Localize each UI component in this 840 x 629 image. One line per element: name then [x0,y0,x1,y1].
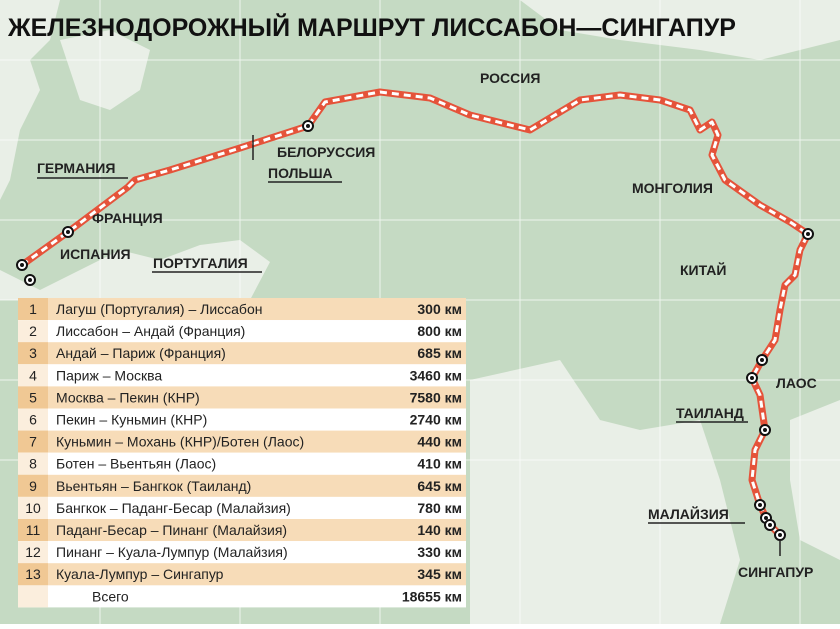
row-bg [18,474,466,497]
row-route: Пинанг – Куала-Лумпур (Малайзия) [56,544,288,560]
leader-lines [37,135,781,556]
country-label: БЕЛОРУССИЯ [277,144,375,160]
num-bg [18,496,48,519]
row-bg [18,452,466,475]
row-bg [18,430,466,453]
row-distance: 330 км [417,544,462,560]
country-label: СИНГАПУР [738,564,813,580]
num-bg [18,585,48,608]
row-route: Андай – Париж (Франция) [56,345,226,361]
num-bg [18,386,48,409]
total-distance: 18655 км [402,588,462,604]
num-bg [18,342,48,365]
country-label: ЛАОС [776,375,817,391]
num-bg [18,408,48,431]
num-bg [18,320,48,343]
row-distance: 440 км [417,434,462,450]
row-route: Москва – Пекин (КНР) [56,389,200,405]
row-number: 6 [29,412,37,428]
num-bg [18,298,48,321]
row-distance: 410 км [417,456,462,472]
row-route: Париж – Москва [56,367,162,383]
row-number: 12 [25,544,41,560]
row-number: 2 [29,323,37,339]
route [19,88,812,538]
row-bg [18,563,466,586]
row-bg [18,342,466,365]
row-route: Лагуш (Португалия) – Лиссабон [56,301,262,317]
stations [16,120,814,541]
country-label: РОССИЯ [480,70,540,86]
row-route: Бангкок – Паданг-Бесар (Малайзия) [56,500,291,516]
row-distance: 7580 км [410,389,462,405]
row-number: 1 [29,301,37,317]
row-distance: 300 км [417,301,462,317]
country-label: ПОРТУГАЛИЯ [153,255,248,271]
row-bg [18,386,466,409]
num-bg [18,519,48,542]
route-table: 1 Лагуш (Португалия) – Лиссабон 300 км 2 Лис… [18,298,466,608]
country-label: ФРАНЦИЯ [92,210,163,226]
row-bg [18,519,466,542]
row-route: Лиссабон – Андай (Франция) [56,323,245,339]
row-bg [18,496,466,519]
row-number: 9 [29,478,37,494]
row-route: Куньмин – Мохань (КНР)/Ботен (Лаос) [56,434,304,450]
country-label: ГЕРМАНИЯ [37,160,115,176]
row-route: Паданг-Бесар – Пинанг (Малайзия) [56,522,287,538]
row-number: 13 [25,566,41,582]
station-cores [20,124,810,537]
num-bg [18,364,48,387]
row-distance: 140 км [417,522,462,538]
num-bg [18,430,48,453]
row-number: 3 [29,345,37,361]
row-number: 8 [29,456,37,472]
row-route: Вьентьян – Бангкок (Таиланд) [56,478,251,494]
row-number: 7 [29,434,37,450]
row-route: Ботен – Вьентьян (Лаос) [56,456,216,472]
row-bg [18,364,466,387]
country-label: МОНГОЛИЯ [632,180,713,196]
row-number: 11 [26,522,41,538]
row-distance: 800 км [417,323,462,339]
row-distance: 3460 км [410,367,462,383]
row-distance: 2740 км [410,412,462,428]
row-number: 10 [25,500,41,516]
total-label: Всего [92,588,129,604]
country-label: ИСПАНИЯ [60,246,131,262]
row-bg [18,408,466,431]
num-bg [18,541,48,564]
row-number: 4 [29,367,37,383]
row-distance: 685 км [417,345,462,361]
country-label: МАЛАЙЗИЯ [648,505,729,522]
row-distance: 345 км [417,566,462,582]
num-bg [18,563,48,586]
num-bg [18,452,48,475]
country-label: КИТАЙ [680,261,726,278]
row-bg [18,298,466,321]
row-bg [18,320,466,343]
num-bg [18,474,48,497]
title: ЖЕЛЕЗНОДОРОЖНЫЙ МАРШРУТ ЛИССАБОН—СИНГАПУ… [7,12,736,42]
row-bg [18,541,466,564]
country-label: ТАИЛАНД [676,405,744,421]
row-distance: 645 км [417,478,462,494]
row-route: Пекин – Куньмин (КНР) [56,412,207,428]
row-distance: 780 км [417,500,462,516]
row-number: 5 [29,389,37,405]
country-label: ПОЛЬША [268,165,333,181]
row-route: Куала-Лумпур – Сингапур [56,566,224,582]
